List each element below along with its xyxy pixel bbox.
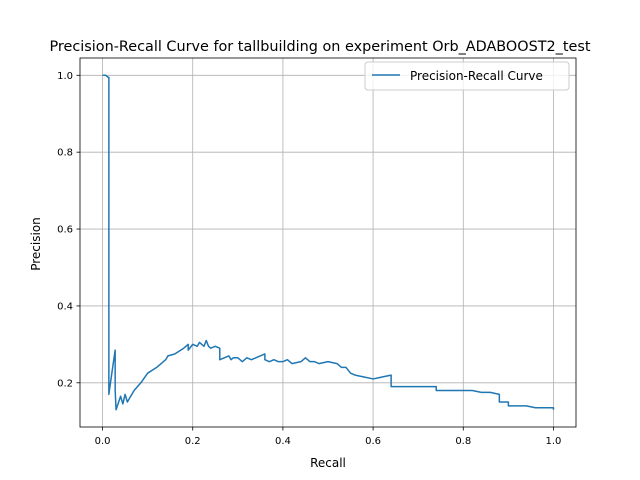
x-tick-label: 0.8 [455,436,471,447]
x-tick-label: 1.0 [546,436,562,447]
y-tick-label: 0.6 [57,225,73,236]
series-line-precision-recall [102,74,555,411]
y-tick-label: 1.0 [57,71,73,82]
y-tick-label: 0.8 [57,148,73,159]
legend: Precision-Recall Curve [364,61,570,91]
x-tick-label: 0.2 [185,436,201,447]
chart-title: Precision-Recall Curve for tallbuilding … [50,39,591,55]
x-tick-label: 0.4 [275,436,291,447]
x-axis-label: Recall [310,456,346,470]
y-axis: 0.2 0.4 0.6 0.8 1.0 [57,71,80,389]
x-tick-label: 0.0 [95,436,111,447]
legend-box [364,61,570,91]
x-tick-label: 0.6 [365,436,381,447]
y-tick-label: 0.2 [57,378,73,389]
y-tick-label: 0.4 [57,301,73,312]
axes-frame [79,57,577,428]
x-axis: 0.0 0.2 0.4 0.6 0.8 1.0 [95,427,562,447]
y-axis-label: Precision [29,217,43,271]
legend-label: Precision-Recall Curve [410,69,543,83]
series-layer [102,74,555,411]
